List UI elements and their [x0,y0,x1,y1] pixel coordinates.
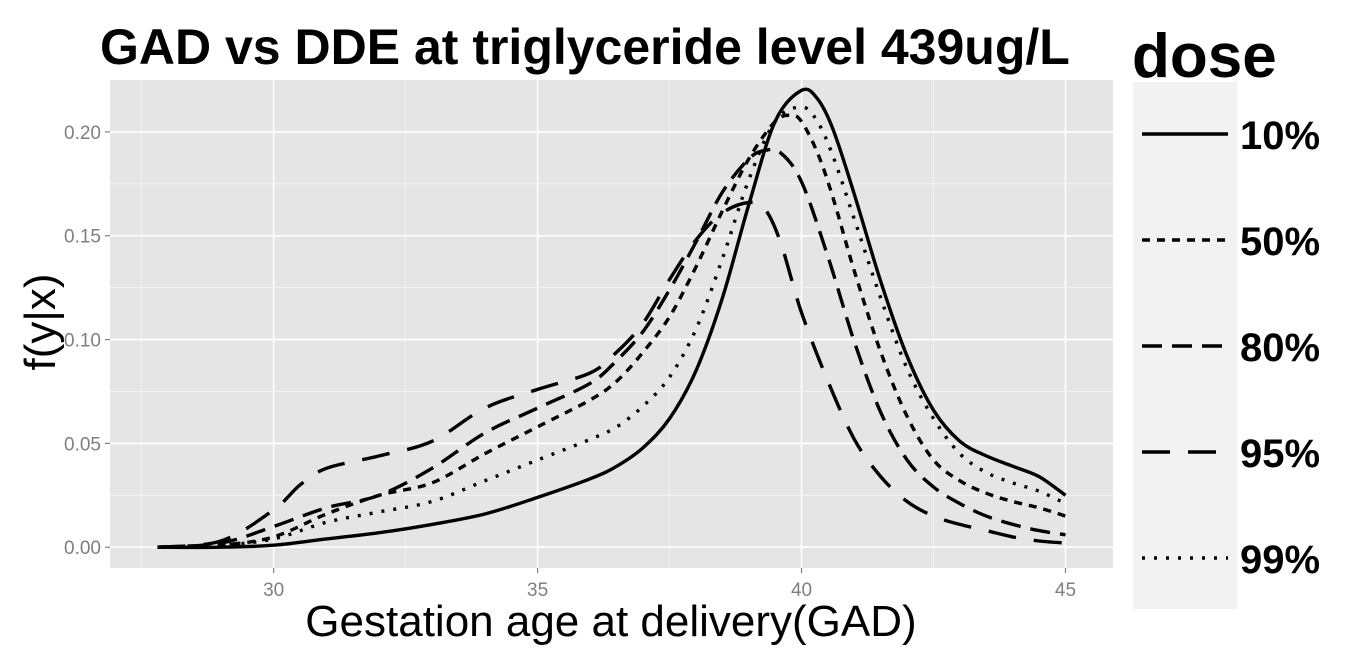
legend-items: 10% 50% 80% 95% 99% [1142,114,1320,582]
x-tick-label: 35 [527,580,548,601]
y-tick-label: 0.05 [64,434,101,455]
series-line-50pct [157,113,1067,549]
x-tick-label: 45 [1055,580,1076,601]
y-axis-label: f(y|x) [16,274,65,371]
legend-label-10pct: 10% [1240,114,1320,158]
legend-title: dose [1132,22,1277,91]
minor-gridlines [110,80,1113,568]
legend-label-50pct: 50% [1240,220,1320,264]
x-tick-label: 40 [791,580,812,601]
plot-panel [110,80,1113,568]
major-gridlines [110,80,1113,568]
series-line-10pct [157,87,1067,550]
legend-label-95pct: 95% [1240,432,1320,476]
y-tick-label: 0.10 [64,331,101,352]
x-tick-label: 30 [263,580,284,601]
y-tick-label: 0.20 [64,123,101,144]
y-axis-ticks: 0.00 0.05 0.10 0.15 0.20 [64,123,110,559]
series-lines [157,87,1067,550]
legend-label-80pct: 80% [1240,326,1320,370]
plot-panel-background [110,80,1113,568]
series-line-80pct [157,147,1066,549]
y-tick-label: 0.15 [64,227,101,248]
x-axis-label: Gestation age at delivery(GAD) [305,597,916,646]
chart-title: GAD vs DDE at triglyceride level 439ug/L [100,19,1070,75]
legend: dose 10% 50% 80% 95% 99% [1132,22,1320,609]
y-tick-label: 0.00 [64,538,101,559]
x-axis-ticks: 30 35 40 45 [263,568,1076,601]
legend-label-99pct: 99% [1240,538,1320,582]
